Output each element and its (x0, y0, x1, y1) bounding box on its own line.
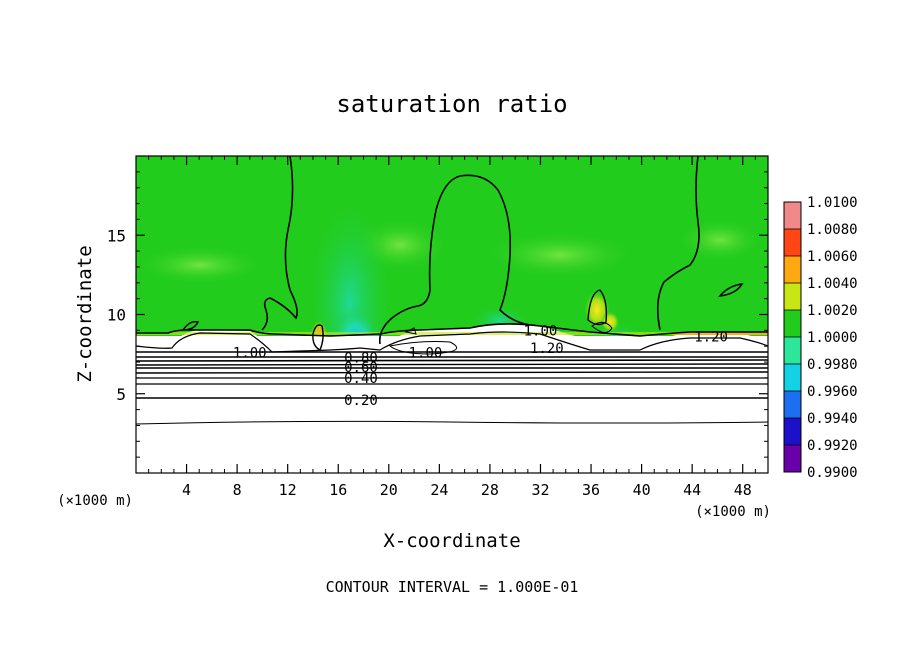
plot-area (136, 156, 768, 473)
contour-label: 0.20 (344, 393, 378, 409)
colorbar-label: 0.9960 (807, 384, 858, 400)
x-tick-label: 48 (734, 481, 752, 499)
colorbar-swatch (784, 229, 801, 256)
contour-line (378, 174, 531, 345)
colorbar-swatch (784, 310, 801, 337)
contour-label: 1.00 (233, 346, 267, 362)
colorbar-label: 0.9920 (807, 438, 858, 454)
colorbar-label: 1.0080 (807, 222, 858, 238)
contour-line (136, 371, 768, 374)
x-tick-label: 4 (182, 481, 191, 499)
chart-title: saturation ratio (336, 90, 567, 118)
cloud-pocket (380, 323, 584, 352)
colorbar-swatch (784, 337, 801, 364)
contour-label: 1.00 (409, 346, 443, 362)
colorbar-label: 1.0100 (807, 195, 858, 211)
colorbar-swatch (784, 256, 801, 283)
clear-lower-layer (136, 355, 768, 473)
colorbar-swatch (784, 445, 801, 472)
colorbar-label: 0.9900 (807, 465, 858, 481)
x-tick-label: 40 (633, 481, 651, 499)
contour-label: 0.40 (344, 371, 378, 387)
contour-line (136, 359, 768, 362)
contour-line (136, 420, 768, 425)
x-unit-left: (×1000 m) (57, 493, 133, 509)
y-tick-label: 15 (107, 226, 126, 245)
x-axis-label: X-coordinate (383, 530, 520, 552)
colorbar-label: 0.9940 (807, 411, 858, 427)
layer-top-fringe (672, 332, 768, 335)
x-tick-label: 12 (279, 481, 297, 499)
colorbar-swatch (784, 202, 801, 229)
contour-line (591, 322, 613, 333)
contour-line (261, 156, 298, 331)
contour-label: 1.00 (524, 323, 558, 339)
colorbar-swatch (784, 283, 801, 310)
x-unit-right: (×1000 m) (695, 504, 771, 520)
contour-label: 1.20 (530, 341, 564, 357)
contour-line (136, 363, 768, 366)
x-tick-label: 36 (582, 481, 600, 499)
x-tick-label: 16 (329, 481, 347, 499)
x-tick-label: 24 (430, 481, 448, 499)
contour-line (656, 156, 700, 331)
contour-line (312, 324, 324, 351)
colorbar-swatch (784, 364, 801, 391)
x-tick-label: 8 (233, 481, 242, 499)
contour-line (718, 282, 744, 298)
layer-top-fringe (136, 332, 768, 335)
colorbar-swatch (784, 391, 801, 418)
colorbar-swatch (784, 418, 801, 445)
contour-line (136, 331, 768, 353)
warm-spot (601, 312, 619, 332)
pale-green-patch (140, 247, 260, 283)
x-tick-label: 20 (380, 481, 398, 499)
contour-line (388, 341, 458, 355)
colorbar-label: 1.0020 (807, 303, 858, 319)
x-axis-ticks: 4 8 12 16 20 24 28 32 36 40 44 48 (148, 156, 756, 499)
colorbar-label: 1.0040 (807, 276, 858, 292)
contour-labels: 1.00 0.800.600.40 0.20 1.00 1.00 1.20 1.20 (233, 323, 728, 409)
y-axis-ticks: 5 10 15 (107, 171, 768, 458)
contour-line (587, 289, 608, 326)
x-tick-label: 44 (683, 481, 701, 499)
colorbar: 0.9900 0.9920 0.9940 0.9960 0.9980 1.0000 1.00… (783, 195, 858, 481)
contour-interval-note: CONTOUR INTERVAL = 1.000E-01 (326, 578, 579, 596)
contour-label: 0.60 (344, 360, 378, 376)
contour-line (136, 323, 768, 337)
y-axis-label: Z-coordinate (74, 245, 96, 382)
colorbar-label: 1.0060 (807, 249, 858, 265)
pale-green-patch (490, 233, 630, 277)
contour-label: 0.80 (344, 350, 378, 366)
x-tick-label: 32 (531, 481, 549, 499)
colorbar-label: 0.9980 (807, 357, 858, 373)
pale-green-patch (680, 220, 760, 260)
y-tick-label: 10 (107, 306, 126, 325)
contour-line (404, 327, 417, 335)
contour-label: 1.20 (694, 330, 728, 346)
x-tick-label: 28 (481, 481, 499, 499)
contour-lines (136, 156, 768, 425)
y-tick-label: 5 (116, 385, 126, 404)
colorbar-label: 1.0000 (807, 330, 858, 346)
